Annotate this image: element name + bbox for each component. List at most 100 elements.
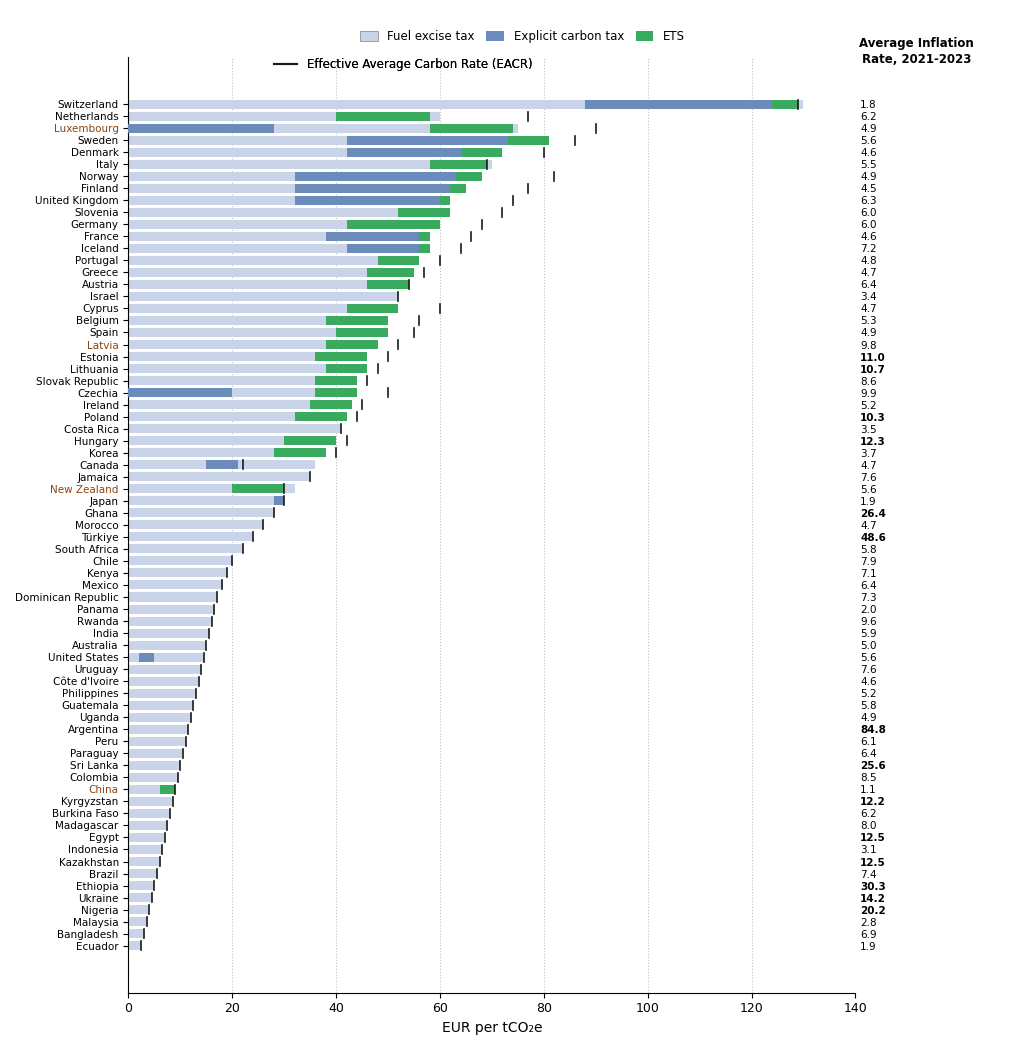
Bar — [128, 244, 430, 253]
Legend: Effective Average Carbon Rate (EACR): Effective Average Carbon Rate (EACR) — [268, 54, 537, 76]
Bar — [326, 232, 419, 240]
Bar — [346, 148, 461, 156]
Bar — [128, 689, 196, 697]
Bar — [346, 303, 398, 313]
Bar — [586, 100, 772, 108]
Bar — [128, 724, 188, 734]
Bar — [326, 316, 388, 324]
Bar — [128, 544, 243, 553]
Bar — [128, 388, 357, 397]
Bar — [346, 219, 440, 229]
Bar — [128, 821, 167, 830]
Bar — [398, 208, 451, 216]
Bar — [128, 881, 155, 890]
Bar — [232, 484, 285, 493]
Bar — [128, 784, 175, 794]
Bar — [295, 413, 346, 421]
Bar — [128, 521, 263, 529]
Bar — [273, 448, 326, 457]
Text: Average Inflation
Rate, 2021-2023: Average Inflation Rate, 2021-2023 — [859, 37, 974, 66]
Bar — [346, 135, 513, 145]
Bar — [128, 256, 419, 265]
Bar — [128, 640, 207, 650]
Bar — [336, 111, 430, 121]
Bar — [128, 352, 368, 361]
Bar — [128, 280, 409, 289]
Bar — [128, 219, 440, 229]
Bar — [128, 135, 518, 145]
Bar — [128, 929, 144, 938]
Bar — [128, 484, 295, 493]
Bar — [346, 244, 419, 253]
Bar — [128, 413, 346, 421]
X-axis label: EUR per tCO₂e: EUR per tCO₂e — [441, 1021, 542, 1035]
Bar — [508, 135, 549, 145]
Bar — [139, 653, 155, 662]
Bar — [456, 171, 481, 181]
Bar — [378, 256, 419, 265]
Bar — [128, 676, 199, 686]
Bar — [128, 388, 232, 397]
Bar — [128, 148, 503, 156]
Bar — [128, 100, 804, 108]
Bar — [430, 160, 486, 169]
Bar — [295, 184, 451, 193]
Bar — [128, 232, 430, 240]
Bar — [128, 894, 152, 902]
Bar — [336, 328, 388, 337]
Bar — [315, 388, 357, 397]
Bar — [128, 773, 178, 782]
Bar — [295, 195, 440, 205]
Bar — [128, 508, 273, 518]
Bar — [273, 497, 285, 505]
Bar — [128, 737, 185, 745]
Bar — [128, 460, 315, 469]
Bar — [128, 532, 253, 542]
Bar — [128, 761, 180, 770]
Bar — [128, 857, 160, 866]
Bar — [128, 195, 451, 205]
Bar — [326, 340, 378, 349]
Bar — [310, 400, 351, 410]
Bar — [128, 472, 310, 481]
Bar — [128, 160, 492, 169]
Bar — [128, 364, 368, 373]
Bar — [419, 232, 430, 240]
Bar — [128, 171, 481, 181]
Bar — [128, 905, 150, 915]
Bar — [160, 784, 175, 794]
Bar — [128, 665, 201, 674]
Bar — [128, 316, 388, 324]
Bar — [128, 424, 341, 434]
Bar — [128, 124, 273, 132]
Bar — [295, 171, 476, 181]
Bar — [285, 436, 336, 445]
Bar — [207, 460, 238, 469]
Bar — [128, 605, 214, 613]
Bar — [128, 581, 222, 589]
Bar — [128, 268, 414, 277]
Bar — [128, 629, 209, 637]
Bar — [128, 797, 173, 806]
Bar — [128, 436, 336, 445]
Bar — [772, 100, 799, 108]
Bar — [128, 340, 378, 349]
Bar — [128, 292, 398, 301]
Bar — [128, 941, 141, 950]
Bar — [128, 184, 466, 193]
Bar — [128, 124, 518, 132]
Bar — [128, 448, 326, 457]
Bar — [461, 148, 503, 156]
Bar — [128, 592, 217, 602]
Bar — [419, 244, 430, 253]
Bar — [128, 400, 351, 410]
Bar — [128, 713, 190, 721]
Bar — [128, 845, 162, 854]
Bar — [128, 328, 388, 337]
Bar — [128, 808, 170, 818]
Bar — [128, 111, 440, 121]
Bar — [315, 352, 368, 361]
Bar — [128, 556, 232, 566]
Bar — [440, 195, 451, 205]
Bar — [128, 208, 451, 216]
